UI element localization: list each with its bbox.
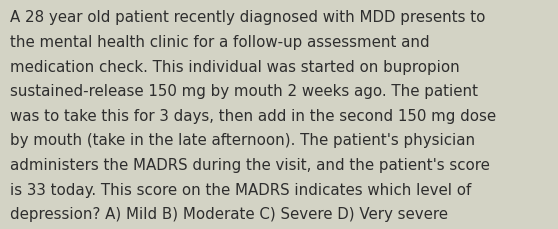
Text: medication check. This individual was started on bupropion: medication check. This individual was st… xyxy=(10,59,460,74)
Text: was to take this for 3 days, then add in the second 150 mg dose: was to take this for 3 days, then add in… xyxy=(10,108,496,123)
Text: sustained-release 150 mg by mouth 2 weeks ago. The patient: sustained-release 150 mg by mouth 2 week… xyxy=(10,84,478,99)
Text: by mouth (take in the late afternoon). The patient's physician: by mouth (take in the late afternoon). T… xyxy=(10,133,475,148)
Text: depression? A) Mild B) Moderate C) Severe D) Very severe: depression? A) Mild B) Moderate C) Sever… xyxy=(10,206,448,221)
Text: is 33 today. This score on the MADRS indicates which level of: is 33 today. This score on the MADRS ind… xyxy=(10,182,472,197)
Text: the mental health clinic for a follow-up assessment and: the mental health clinic for a follow-up… xyxy=(10,35,430,50)
Text: administers the MADRS during the visit, and the patient's score: administers the MADRS during the visit, … xyxy=(10,157,490,172)
Text: A 28 year old patient recently diagnosed with MDD presents to: A 28 year old patient recently diagnosed… xyxy=(10,10,485,25)
